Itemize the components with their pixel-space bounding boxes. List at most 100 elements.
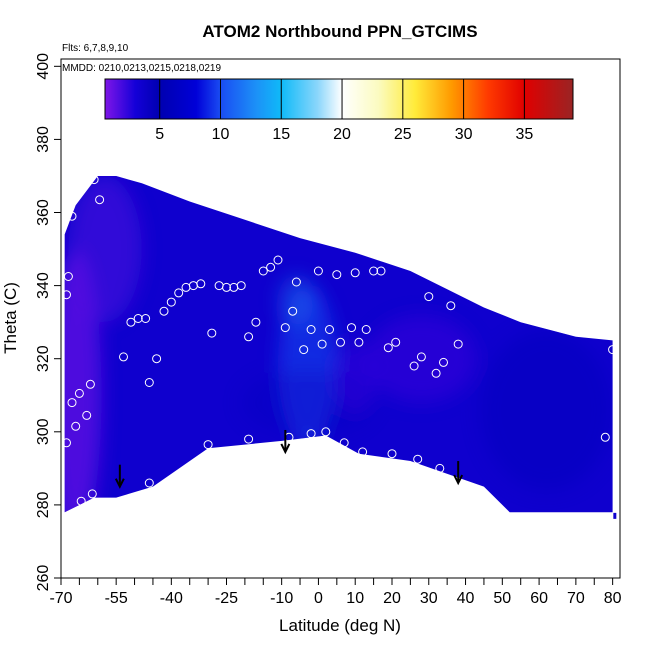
observation-point	[306, 429, 316, 439]
x-tick-label: 20	[383, 590, 401, 607]
x-tick-label: 80	[604, 590, 622, 607]
observation-point	[144, 378, 154, 387]
observation-point	[317, 339, 327, 349]
observation-point	[85, 379, 95, 389]
observation-point	[166, 297, 176, 307]
observation-point	[67, 211, 77, 221]
colorbar-tick-label: 15	[272, 126, 290, 143]
edge-mark	[613, 512, 617, 519]
colorbar-tick-label: 30	[455, 126, 473, 143]
observation-point	[299, 345, 309, 355]
down-arrow-icon	[453, 461, 464, 486]
y-tick-label: 300	[35, 418, 52, 445]
observation-point	[266, 262, 276, 272]
observation-point	[347, 323, 356, 333]
observation-point	[358, 447, 368, 457]
observation-point	[280, 323, 290, 333]
observation-point	[74, 388, 84, 398]
observation-point	[258, 266, 268, 276]
observation-point	[387, 449, 397, 459]
observation-point	[453, 339, 463, 349]
y-tick-label: 280	[35, 491, 52, 518]
observation-point	[82, 410, 92, 420]
y-tick-label: 340	[35, 272, 52, 299]
x-tick-label: 70	[567, 590, 585, 607]
observation-point	[376, 266, 386, 276]
x-axis: -70 -55 -40 -25 -10 0 10 20 30 40 50 60 70 80	[49, 578, 622, 607]
x-axis-label: Latitude (deg N)	[279, 616, 401, 635]
colorbar-bar	[104, 78, 574, 120]
observation-point	[361, 325, 371, 334]
observation-point	[431, 368, 441, 378]
field-blob	[333, 340, 378, 414]
arrow-head	[280, 443, 291, 455]
chart-title: ATOM2 Northbound PPN_GTCIMS	[202, 22, 477, 41]
x-tick-label: 30	[420, 590, 438, 607]
observation-point	[244, 434, 254, 444]
observation-point	[95, 195, 105, 205]
down-arrow-icon	[114, 464, 125, 489]
x-tick-label: -40	[160, 590, 183, 607]
colorbar-tick-label: 25	[394, 126, 412, 143]
observation-point	[291, 277, 301, 287]
x-tick-label: -25	[215, 590, 238, 607]
observation-point	[325, 325, 334, 334]
down-arrow-icon	[280, 429, 291, 455]
colorbar-tick-label: 5	[155, 126, 164, 143]
y-tick-label: 320	[35, 345, 52, 372]
observation-point	[119, 352, 128, 362]
x-tick-label: 60	[530, 590, 548, 607]
colorbar-tick-label: 10	[212, 126, 230, 143]
observation-point	[62, 290, 71, 300]
arrow-head	[114, 478, 125, 489]
observation-point	[306, 325, 316, 334]
colorbar-tick-label: 20	[333, 126, 351, 143]
y-tick-label: 400	[35, 53, 52, 80]
observation-point	[222, 282, 231, 292]
observation-point	[416, 352, 426, 362]
arrows-layer	[114, 429, 464, 489]
observation-point	[424, 292, 434, 302]
x-tick-label: 50	[493, 590, 511, 607]
observation-point	[600, 432, 610, 442]
observation-point	[332, 270, 342, 280]
flights-annotation: Flts: 6,7,8,9,10	[62, 43, 129, 54]
field-base	[64, 176, 613, 513]
dates-annotation: MMDD: 0210,0213,0215,0218,0219	[62, 63, 221, 74]
observation-point	[439, 357, 448, 367]
observation-point	[174, 288, 184, 298]
field-layer	[64, 176, 617, 519]
observation-point	[321, 427, 331, 437]
observation-point	[67, 398, 77, 408]
observation-point	[207, 328, 217, 338]
field-blob	[366, 314, 477, 403]
colorbar: 5 10 15 20 25 30 35	[104, 78, 574, 143]
x-tick-label: -70	[49, 590, 72, 607]
observation-point	[236, 281, 246, 291]
observation-point	[446, 301, 456, 311]
observation-point	[87, 489, 97, 499]
observation-point	[405, 257, 415, 267]
plot-frame	[60, 58, 621, 579]
observation-points	[62, 175, 618, 506]
field-blob	[480, 329, 613, 491]
observation-point	[251, 317, 261, 327]
observation-point	[273, 255, 283, 265]
colorbar-tick-label: 35	[515, 126, 533, 143]
observation-point	[383, 343, 393, 353]
observation-point	[144, 478, 154, 488]
observation-point	[413, 454, 423, 464]
y-tick-label: 360	[35, 199, 52, 226]
observation-point	[369, 266, 379, 276]
observation-point	[159, 306, 169, 316]
y-tick-label: 380	[35, 126, 52, 153]
x-tick-label: 40	[457, 590, 475, 607]
field-blob	[68, 176, 142, 323]
observation-point	[336, 337, 345, 347]
observation-point	[89, 175, 99, 185]
observation-point	[288, 306, 298, 316]
observation-point	[126, 317, 136, 327]
x-tick-label: -10	[270, 590, 293, 607]
y-axis: 260 280 300 320 340 360 380 400	[35, 53, 61, 591]
